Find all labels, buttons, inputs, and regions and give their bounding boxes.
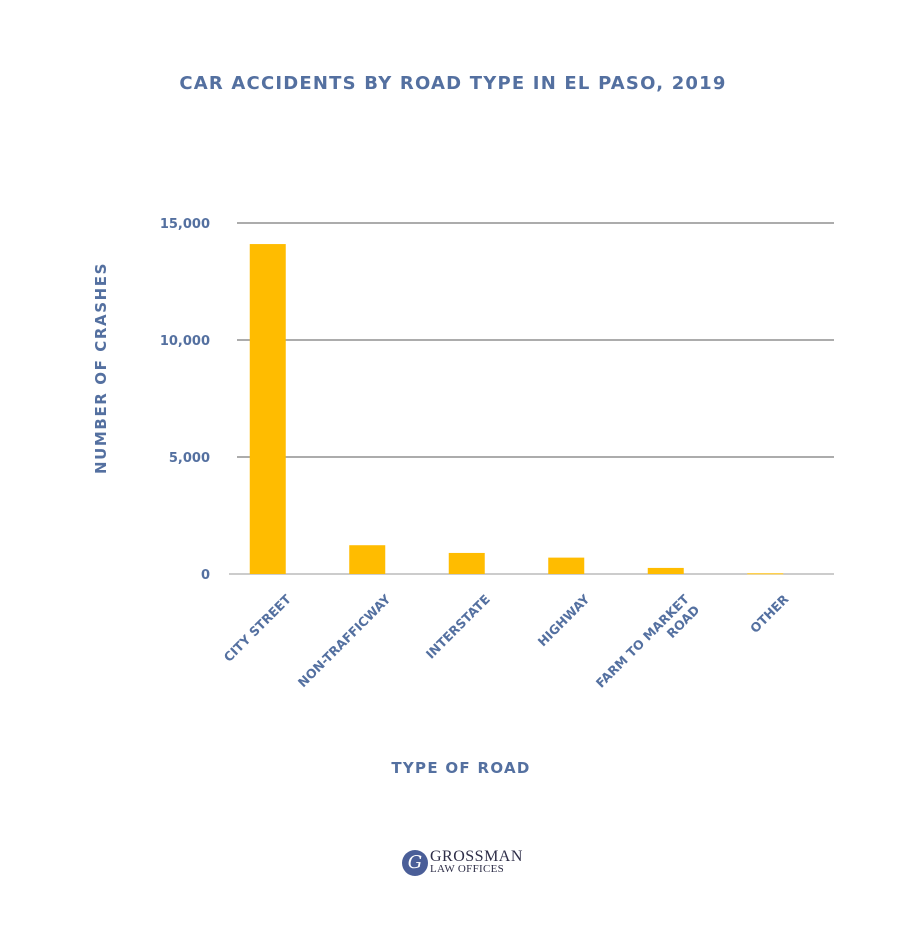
y-tick-label: 0 <box>201 568 210 583</box>
logo-mark-icon: G <box>402 850 428 876</box>
x-tick-label: CITY STREET <box>221 591 295 665</box>
x-tick-label: HIGHWAY <box>535 591 593 649</box>
x-tick-label-line: FARM TO MARKET <box>593 591 692 690</box>
chart-title: CAR ACCIDENTS BY ROAD TYPE IN EL PASO, 2… <box>179 73 726 94</box>
logo-line-2: LAW OFFICES <box>430 863 505 875</box>
x-tick-label-line: CITY STREET <box>221 591 295 665</box>
x-tick-label: NON-TRAFFICWAY <box>295 591 394 690</box>
bar <box>448 552 485 574</box>
y-tick-label: 15,000 <box>160 217 210 232</box>
logo-line-1: GROSSMAN <box>430 848 523 865</box>
x-tick-label-line: NON-TRAFFICWAY <box>295 591 394 690</box>
x-tick-label-line: INTERSTATE <box>423 592 493 662</box>
x-tick-label: FARM TO MARKETROAD <box>593 591 703 701</box>
bar <box>548 557 585 574</box>
x-tick-label: INTERSTATE <box>423 592 493 662</box>
x-tick-label-line: HIGHWAY <box>535 591 593 649</box>
y-tick-label: 5,000 <box>169 451 210 466</box>
x-axis-label: TYPE OF ROAD <box>391 759 530 777</box>
bar <box>249 244 286 574</box>
y-tick-label: 10,000 <box>160 334 210 349</box>
bar <box>747 573 784 575</box>
x-tick-label-line: OTHER <box>747 591 792 636</box>
bar <box>647 567 684 574</box>
grossman-logo: G GROSSMAN LAW OFFICES <box>402 848 532 882</box>
y-axis-label: NUMBER OF CRASHES <box>92 262 110 474</box>
bar <box>349 545 386 574</box>
x-tick-label: OTHER <box>747 591 792 636</box>
